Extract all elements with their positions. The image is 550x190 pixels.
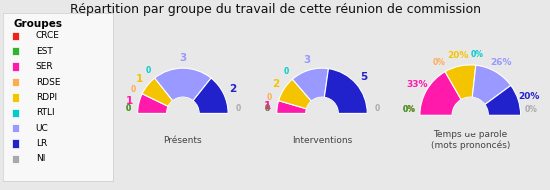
Text: Groupes: Groupes xyxy=(14,19,63,29)
FancyBboxPatch shape xyxy=(12,139,19,148)
Text: 1: 1 xyxy=(264,101,271,111)
Wedge shape xyxy=(445,65,476,100)
Text: RTLI: RTLI xyxy=(36,108,54,117)
Text: 2: 2 xyxy=(229,85,236,94)
Text: 0%: 0% xyxy=(403,105,415,114)
FancyBboxPatch shape xyxy=(12,32,19,40)
Text: 33%: 33% xyxy=(406,80,428,89)
FancyBboxPatch shape xyxy=(12,93,19,102)
Text: 1: 1 xyxy=(136,74,144,84)
Text: EST: EST xyxy=(36,47,52,56)
Text: 0%: 0% xyxy=(403,105,415,114)
Wedge shape xyxy=(277,101,306,113)
Text: 1: 1 xyxy=(125,96,133,106)
Text: Temps de parole
(mots prononcés): Temps de parole (mots prononcés) xyxy=(431,131,510,150)
FancyBboxPatch shape xyxy=(12,109,19,117)
Text: 0%: 0% xyxy=(433,58,446,66)
Wedge shape xyxy=(293,68,328,101)
Text: 3: 3 xyxy=(303,55,310,65)
Circle shape xyxy=(167,97,199,130)
Text: 0: 0 xyxy=(375,104,379,113)
Wedge shape xyxy=(324,69,367,113)
Text: UC: UC xyxy=(36,124,48,133)
Circle shape xyxy=(452,97,488,133)
Text: 20%: 20% xyxy=(447,51,469,60)
Wedge shape xyxy=(142,78,173,106)
Text: NI: NI xyxy=(36,154,45,163)
Text: 0%: 0% xyxy=(471,50,483,59)
FancyBboxPatch shape xyxy=(12,63,19,71)
Text: CRCE: CRCE xyxy=(36,31,59,40)
Text: 5: 5 xyxy=(360,72,367,82)
Wedge shape xyxy=(138,94,168,113)
Text: 0: 0 xyxy=(265,104,270,113)
Text: RDPI: RDPI xyxy=(36,93,57,102)
Wedge shape xyxy=(472,65,511,104)
Text: 26%: 26% xyxy=(490,58,512,66)
Text: 0: 0 xyxy=(125,104,130,113)
Text: 0: 0 xyxy=(125,104,130,113)
Wedge shape xyxy=(485,86,521,115)
Text: Répartition par groupe du travail de cette réunion de commission: Répartition par groupe du travail de cet… xyxy=(69,3,481,16)
Text: 2: 2 xyxy=(272,79,279,89)
Wedge shape xyxy=(193,78,228,113)
Text: 0: 0 xyxy=(266,93,272,102)
Text: 0: 0 xyxy=(265,104,270,113)
Wedge shape xyxy=(155,68,211,101)
Text: 0: 0 xyxy=(146,66,151,75)
Text: 0: 0 xyxy=(283,67,289,76)
Text: 0%: 0% xyxy=(525,105,538,114)
FancyBboxPatch shape xyxy=(12,124,19,132)
Text: Présents: Présents xyxy=(163,136,202,145)
Text: 0: 0 xyxy=(235,104,240,113)
FancyBboxPatch shape xyxy=(12,78,19,86)
Text: 3: 3 xyxy=(179,53,186,63)
Text: 20%: 20% xyxy=(518,92,540,101)
Wedge shape xyxy=(279,79,311,109)
FancyBboxPatch shape xyxy=(12,47,19,55)
Text: RDSE: RDSE xyxy=(36,78,60,86)
Text: SER: SER xyxy=(36,62,53,71)
Wedge shape xyxy=(420,72,461,115)
Circle shape xyxy=(306,97,338,130)
Text: LR: LR xyxy=(36,139,47,148)
FancyBboxPatch shape xyxy=(12,155,19,163)
Text: Interventions: Interventions xyxy=(292,136,352,145)
Text: 0: 0 xyxy=(130,85,136,94)
